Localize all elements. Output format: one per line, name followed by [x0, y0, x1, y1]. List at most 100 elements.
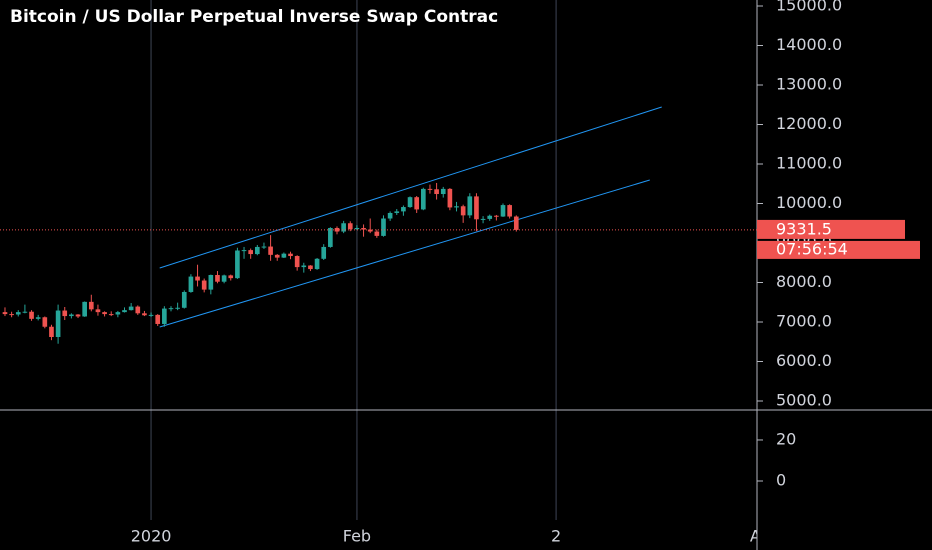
trend-line: [159, 106, 662, 269]
candle-body: [215, 274, 220, 282]
candle-body: [401, 207, 406, 212]
candle-body: [381, 218, 386, 236]
candle-body: [2, 312, 8, 315]
y-tick-label: 5000.0: [776, 390, 832, 409]
candle-body: [148, 314, 154, 316]
candle-body: [102, 312, 107, 315]
candle-body: [162, 308, 167, 324]
last-price-label: 9331.5: [776, 219, 832, 238]
candle-body: [314, 258, 320, 270]
y-tick-label: 13000.0: [776, 75, 842, 94]
y-tick-label: 7000.0: [776, 311, 832, 330]
candle-body: [440, 188, 446, 195]
candle-body: [55, 310, 61, 338]
candle-body: [308, 265, 313, 270]
x-tick-label: A: [750, 527, 761, 546]
candle-body: [241, 250, 247, 252]
candle-body: [454, 206, 459, 208]
candle-body: [414, 197, 420, 210]
candle-body: [15, 312, 21, 315]
candle-body: [155, 314, 161, 324]
candle-body: [467, 196, 473, 216]
candle-body: [135, 306, 141, 314]
candle-body: [261, 246, 267, 248]
candle-body: [420, 188, 426, 210]
candle-body: [447, 188, 453, 208]
candle-body: [288, 253, 293, 257]
candle-body: [35, 317, 41, 319]
x-tick-label: Feb: [343, 527, 371, 546]
candle-body: [507, 205, 512, 217]
candle-body: [328, 227, 333, 247]
plot-area: [2, 106, 662, 344]
y-tick-label: 6000.0: [776, 351, 832, 370]
candle-body: [168, 308, 174, 310]
candle-body: [9, 314, 14, 316]
candle-body: [228, 275, 234, 279]
trend-line: [159, 179, 650, 328]
candle-body: [82, 301, 87, 317]
candle-body: [341, 223, 346, 232]
candle-body: [494, 215, 499, 217]
y-tick-label: 20: [776, 429, 796, 448]
candle-body: [274, 254, 280, 258]
candle-body: [254, 246, 260, 255]
candle-body: [321, 246, 327, 259]
candle-body: [122, 310, 127, 313]
candle-body: [175, 307, 180, 309]
countdown-label: 07:56:54: [776, 239, 848, 258]
candle-body: [387, 212, 393, 219]
candle-body: [208, 274, 214, 290]
candle-body: [29, 311, 34, 319]
y-tick-label: 11000.0: [776, 154, 842, 173]
y-tick-label: 15000.0: [776, 0, 842, 15]
last-price-box: [757, 219, 905, 239]
candle-body: [487, 215, 493, 219]
candle-body: [128, 306, 134, 311]
candle-body: [460, 206, 466, 216]
candle-body: [480, 218, 486, 220]
candle-body: [354, 227, 360, 230]
candle-body: [235, 250, 240, 279]
candle-body: [367, 229, 373, 232]
candle-body: [142, 313, 147, 316]
candle-body: [195, 276, 200, 281]
y-tick-label: 12000.0: [776, 114, 842, 133]
candle-body: [427, 188, 433, 190]
candle-body: [69, 314, 74, 317]
candle-body: [374, 231, 380, 236]
y-tick-label: 10000.0: [776, 193, 842, 212]
candle-body: [115, 312, 121, 315]
candle-body: [181, 291, 187, 308]
candle-body: [62, 310, 68, 317]
candle-body: [474, 196, 479, 220]
candle-body: [188, 276, 194, 292]
candle-body: [268, 246, 273, 255]
candle-body: [221, 275, 227, 282]
candle-body: [49, 326, 54, 338]
candle-body: [434, 189, 439, 195]
candle-body: [95, 309, 101, 313]
candle-body: [294, 256, 300, 268]
candle-body: [500, 205, 506, 217]
candle-body: [361, 227, 366, 230]
candle-body: [42, 317, 48, 327]
y-tick-label: 0: [776, 471, 786, 490]
y-tick-label: 14000.0: [776, 35, 842, 54]
candle-body: [347, 223, 353, 230]
candle-body: [394, 211, 400, 213]
x-tick-label: 2: [551, 527, 561, 546]
candle-body: [407, 197, 413, 208]
candle-body: [248, 250, 253, 255]
candle-body: [201, 280, 207, 290]
countdown-box: [757, 240, 920, 259]
x-tick-label: 2020: [131, 527, 172, 546]
candle-body: [281, 253, 287, 258]
candle-body: [301, 265, 307, 268]
candle-body: [75, 314, 81, 317]
candle-body: [22, 311, 28, 313]
y-tick-label: 8000.0: [776, 272, 832, 291]
candle-body: [88, 301, 94, 310]
